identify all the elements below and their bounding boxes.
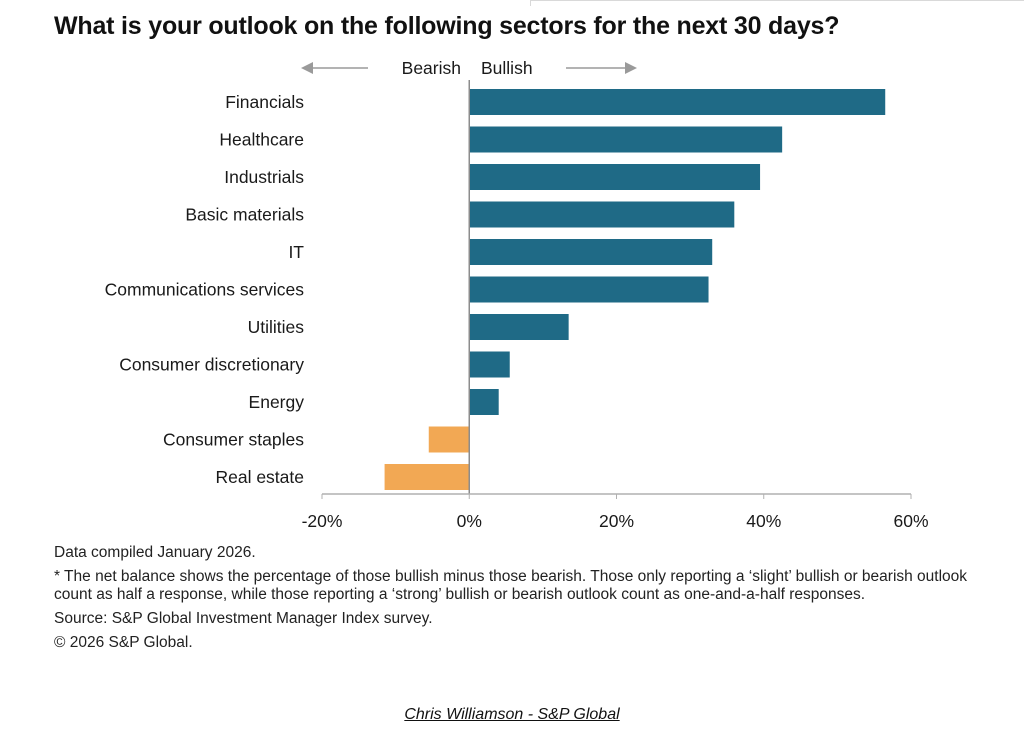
bar-healthcare (469, 126, 783, 153)
bullish-arrow-icon (625, 62, 637, 74)
bar-consumer-discretionary (469, 351, 510, 378)
x-tick-label: 40% (746, 511, 781, 531)
bar-industrials (469, 164, 761, 190)
category-label: Communications services (105, 280, 305, 300)
top-divider-tick (530, 0, 531, 6)
x-tick-label: -20% (302, 511, 343, 531)
category-label: Utilities (248, 317, 305, 337)
category-label: Energy (249, 392, 305, 412)
category-label: Healthcare (219, 130, 304, 150)
bar-real-estate (384, 464, 470, 490)
bar-basic-materials (469, 201, 735, 228)
bar-energy (469, 389, 499, 415)
x-tick-label: 0% (457, 511, 482, 531)
copyright-note: © 2026 S&P Global. (54, 634, 193, 651)
bar-consumer-staples (428, 426, 470, 453)
x-tick-label: 20% (599, 511, 634, 531)
top-divider (530, 0, 1024, 3)
data-compiled-note: Data compiled January 2026. (54, 544, 256, 561)
category-label: Consumer staples (163, 430, 304, 450)
bearish-label: Bearish (402, 58, 461, 78)
bar-communications-services (469, 276, 709, 303)
footnote: * The net balance shows the percentage o… (54, 568, 968, 603)
author-credit[interactable]: Chris Williamson - S&P Global (404, 706, 620, 723)
bullish-label: Bullish (481, 58, 533, 78)
bar-financials (469, 89, 886, 115)
category-label: Real estate (215, 467, 304, 487)
bearish-arrow-icon (301, 62, 313, 74)
chart-title: What is your outlook on the following se… (54, 12, 840, 40)
source-note: Source: S&P Global Investment Manager In… (54, 610, 433, 627)
category-label: Consumer discretionary (119, 355, 304, 375)
category-label: Basic materials (185, 205, 304, 225)
x-tick-label: 60% (893, 511, 928, 531)
category-label: Industrials (224, 167, 304, 187)
bar-chart: Financials Healthcare Industrials Basic mat… (105, 58, 929, 531)
bar-utilities (469, 314, 569, 340)
category-label: Financials (225, 92, 304, 112)
bar-it (469, 239, 713, 265)
chart-notes: Data compiled January 2026. * The net ba… (54, 544, 984, 652)
category-label: IT (288, 242, 304, 262)
